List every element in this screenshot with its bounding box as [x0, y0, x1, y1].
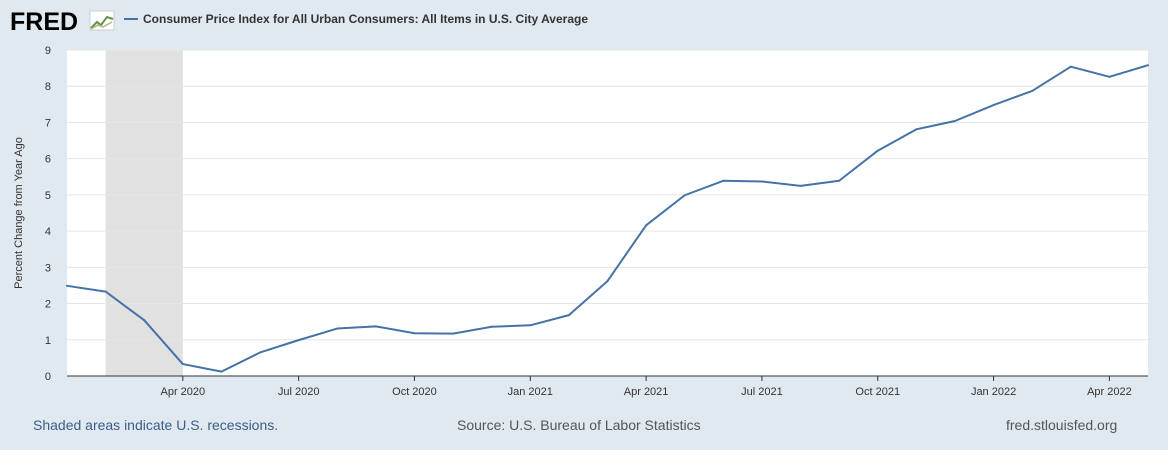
data-point[interactable] — [66, 284, 68, 287]
data-point[interactable] — [992, 104, 995, 107]
data-point[interactable] — [181, 363, 184, 366]
data-point[interactable] — [143, 319, 146, 322]
y-tick-label: 1 — [45, 335, 51, 347]
data-point[interactable] — [529, 324, 532, 327]
x-tick-label: Jan 2021 — [508, 386, 553, 398]
recession-shading — [105, 50, 183, 376]
x-tick-label: Apr 2021 — [624, 386, 669, 398]
y-tick-label: 5 — [45, 190, 51, 202]
y-tick-label: 3 — [45, 262, 51, 274]
data-point[interactable] — [645, 224, 648, 227]
y-tick-label: 6 — [45, 154, 51, 166]
y-tick-label: 8 — [45, 81, 51, 93]
data-point[interactable] — [838, 179, 841, 182]
x-tick-label: Oct 2020 — [392, 386, 437, 398]
data-point[interactable] — [915, 128, 918, 131]
fred-logo[interactable]: FRED — [10, 8, 115, 36]
data-point[interactable] — [452, 332, 455, 335]
data-point[interactable] — [413, 332, 416, 335]
data-point[interactable] — [760, 180, 763, 183]
data-point[interactable] — [683, 194, 686, 197]
y-axis-title: Percent Change from Year Ago — [13, 137, 25, 289]
data-point[interactable] — [1108, 75, 1111, 78]
source-note: Source: U.S. Bureau of Labor Statistics — [457, 417, 701, 433]
data-point[interactable] — [722, 179, 725, 182]
y-tick-label: 2 — [45, 299, 51, 311]
data-point[interactable] — [1069, 65, 1072, 68]
data-point[interactable] — [336, 327, 339, 330]
x-tick-label: Jan 2022 — [971, 386, 1016, 398]
data-point[interactable] — [876, 149, 879, 152]
x-tick-label: Jul 2021 — [741, 386, 783, 398]
data-point[interactable] — [1031, 89, 1034, 92]
recession-note-link[interactable]: Shaded areas indicate U.S. recessions. — [33, 417, 278, 433]
data-point[interactable] — [490, 325, 493, 328]
legend-label: Consumer Price Index for All Urban Consu… — [143, 12, 588, 26]
series-layer — [66, 64, 1149, 373]
y-tick-label: 4 — [45, 226, 51, 238]
y-axis: 0 1 2 3 4 5 6 7 8 9 — [45, 45, 51, 383]
y-tick-label: 9 — [45, 45, 51, 57]
fred-logo-graph-icon — [89, 10, 115, 31]
data-point[interactable] — [1147, 64, 1149, 67]
data-point[interactable] — [374, 325, 377, 328]
data-point[interactable] — [606, 280, 609, 283]
plot-area — [67, 50, 1148, 376]
data-point[interactable] — [104, 290, 107, 293]
data-point[interactable] — [953, 119, 956, 122]
x-tick-label: Jul 2020 — [278, 386, 320, 398]
data-point[interactable] — [567, 314, 570, 317]
x-tick-label: Oct 2021 — [855, 386, 900, 398]
x-tick-label: Apr 2022 — [1087, 386, 1132, 398]
x-axis: Apr 2020 Jul 2020 Oct 2020 Jan 2021 Apr 2021… — [160, 376, 1132, 398]
data-point[interactable] — [297, 339, 300, 342]
recession-band — [105, 50, 183, 376]
data-point[interactable] — [220, 370, 223, 373]
y-tick-label: 7 — [45, 117, 51, 129]
site-link[interactable]: fred.stlouisfed.org — [1006, 417, 1117, 433]
y-tick-label: 0 — [45, 371, 51, 383]
data-point[interactable] — [799, 184, 802, 187]
fred-logo-text: FRED — [10, 8, 78, 36]
data-point[interactable] — [259, 351, 262, 354]
gridlines — [67, 49, 1148, 341]
x-tick-label: Apr 2020 — [160, 386, 205, 398]
legend: Consumer Price Index for All Urban Consu… — [124, 12, 588, 26]
